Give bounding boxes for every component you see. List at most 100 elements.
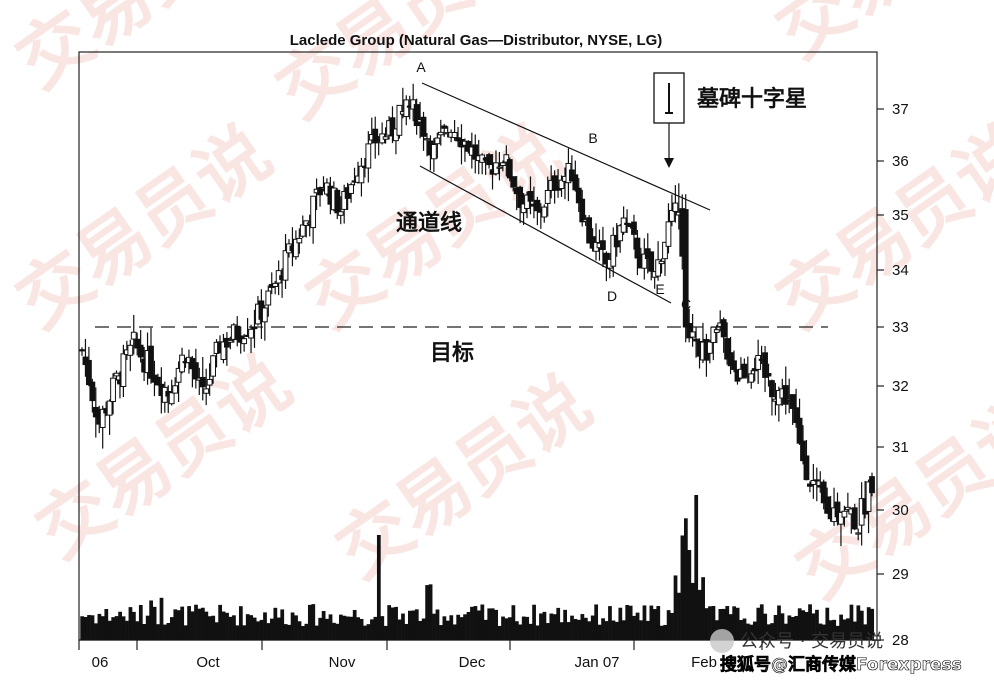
candle-body xyxy=(234,325,241,341)
volume-bar xyxy=(176,610,181,640)
volume-bar xyxy=(390,607,395,640)
volume-bar xyxy=(245,614,250,640)
candle-body xyxy=(227,339,234,343)
volume-bar xyxy=(97,613,102,640)
watermark-text: 交易员说 xyxy=(22,340,306,574)
candle-body xyxy=(710,326,717,343)
volume-bar xyxy=(677,592,681,640)
candle-body xyxy=(503,154,510,163)
candle-body xyxy=(662,241,668,260)
volume-bar xyxy=(163,624,167,640)
volume-bar xyxy=(325,618,329,640)
candle-body xyxy=(820,481,827,504)
volume-bar xyxy=(463,614,467,640)
candle-body xyxy=(541,206,548,218)
y-axis: 28 29 30 31 32 33 34 35 36 37 xyxy=(877,101,909,649)
candle-body xyxy=(154,376,161,386)
candle-body xyxy=(762,352,768,378)
volume-bar xyxy=(697,589,702,640)
candle-body xyxy=(706,341,713,354)
volume-bar xyxy=(449,615,454,640)
volume-bar xyxy=(273,607,278,640)
candle-body xyxy=(334,189,341,214)
volume-bar xyxy=(252,617,257,640)
volume-bar xyxy=(335,623,340,640)
volume-bar xyxy=(359,618,364,640)
point-label-a: A xyxy=(416,59,426,75)
candle-body xyxy=(782,385,789,405)
candle-body xyxy=(110,377,116,402)
volume-bar xyxy=(494,609,498,640)
candle-body xyxy=(79,349,85,352)
y-tick-label: 37 xyxy=(892,101,909,118)
volume-bar xyxy=(114,616,119,640)
volume-bar xyxy=(597,624,602,640)
candle-body xyxy=(534,199,541,212)
volume-bar xyxy=(735,607,740,640)
volume-bar xyxy=(256,621,260,640)
volume-bar xyxy=(128,607,133,640)
volume-bar xyxy=(332,622,336,640)
candle-body xyxy=(451,132,458,139)
volume-bar xyxy=(573,619,578,640)
point-label-e: E xyxy=(655,281,664,297)
volume-bar xyxy=(394,606,398,640)
volume-bar xyxy=(466,611,471,640)
volume-bar xyxy=(749,624,754,640)
candle-body xyxy=(672,202,679,212)
candle-body xyxy=(175,367,182,383)
volume-bar xyxy=(511,605,516,640)
volume-bar xyxy=(835,625,840,640)
volume-bar xyxy=(90,615,95,640)
volume-bar xyxy=(552,614,557,640)
candle-body xyxy=(544,189,551,204)
candle-body xyxy=(430,144,437,160)
volume-bar xyxy=(614,621,619,640)
volume-bar xyxy=(704,608,709,640)
volume-bar xyxy=(794,615,799,640)
volume-bar xyxy=(497,625,502,640)
volume-bar xyxy=(797,608,802,640)
volume-bar xyxy=(518,624,523,640)
volume-bar xyxy=(428,584,433,640)
volume-bar xyxy=(673,575,678,640)
volume-bar xyxy=(690,582,695,640)
candle-body xyxy=(172,385,179,394)
volume-bar xyxy=(411,610,416,640)
candle-body xyxy=(789,394,796,409)
volume-bar xyxy=(214,622,219,640)
volume-bar xyxy=(759,604,764,640)
volume-bar xyxy=(766,624,771,640)
candle-body xyxy=(631,221,637,235)
candle-body xyxy=(669,209,675,222)
volume-bar xyxy=(811,613,816,640)
volume-bar xyxy=(111,617,116,640)
volume-bar xyxy=(383,625,388,640)
candle-body xyxy=(586,217,593,244)
candle-body xyxy=(689,331,696,338)
volume-bar xyxy=(404,623,409,640)
candle-body xyxy=(106,400,113,416)
candle-body xyxy=(551,175,558,191)
volume-bar xyxy=(642,605,647,640)
candle-body xyxy=(113,372,120,377)
volume-bar xyxy=(107,620,112,640)
volume-bar xyxy=(580,614,585,640)
volume-bar xyxy=(194,604,198,640)
y-tick-label: 34 xyxy=(892,262,909,279)
candle-body xyxy=(755,355,762,370)
volume-bar xyxy=(197,608,202,640)
candle-body xyxy=(120,353,127,387)
volume-bar xyxy=(632,615,636,640)
volume-bar xyxy=(339,614,343,640)
volume-bar xyxy=(856,605,861,640)
candle-body xyxy=(727,352,734,367)
volume-bar xyxy=(152,606,157,640)
candle-body xyxy=(517,186,524,208)
candle-body xyxy=(610,234,617,267)
x-tick-label: Oct xyxy=(196,654,220,671)
candle-body xyxy=(210,355,216,377)
candle-body xyxy=(365,143,372,169)
volume-bar xyxy=(408,610,412,640)
x-tick-label: 06 xyxy=(92,654,109,671)
